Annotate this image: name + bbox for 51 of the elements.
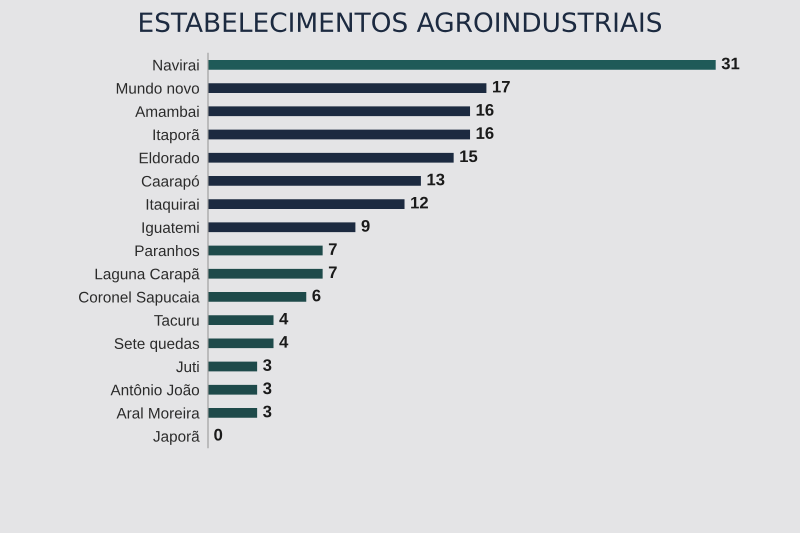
data-label: 3 (263, 406, 272, 418)
bar (208, 222, 356, 232)
y-tick-label: Juti (176, 360, 199, 372)
bar (208, 199, 405, 209)
y-tick-label: Paranhos (136, 244, 200, 256)
bar (208, 176, 421, 186)
bar (208, 362, 258, 372)
y-tick-label: Iguatemi (142, 222, 199, 236)
data-label: 6 (312, 290, 320, 302)
y-tick-label: Antônio João (110, 384, 200, 396)
bar (208, 292, 306, 302)
data-label: 0 (214, 428, 222, 441)
data-label: 7 (328, 243, 337, 255)
y-tick-label: Tacuru (154, 315, 199, 326)
y-tick-label: Itaquirai (146, 198, 199, 213)
y-tick-label: Aral Moreira (116, 407, 200, 419)
bar (208, 268, 323, 279)
bar (208, 152, 454, 163)
chart-title: ESTABELECIMENTOS AGROINDUSTRIAIS (140, 12, 662, 32)
bar (208, 83, 486, 93)
bar (208, 408, 258, 418)
bar (208, 106, 470, 116)
data-label: 12 (411, 196, 428, 208)
bar (208, 338, 274, 348)
data-label: 7 (328, 266, 337, 278)
data-label: 17 (493, 80, 510, 92)
bar (208, 315, 274, 325)
y-tick-label: Caarapó (142, 175, 200, 190)
y-tick-label: Sete quedas (114, 338, 200, 352)
bar (208, 246, 323, 256)
data-label: 16 (476, 127, 494, 139)
y-tick-label: Navirai (153, 59, 199, 71)
data-label: 3 (263, 382, 272, 394)
data-label: 16 (476, 104, 494, 116)
bar (208, 384, 258, 395)
y-tick-label: Laguna Carapã (96, 268, 200, 282)
bar (208, 60, 716, 70)
y-tick-label: Amambai (135, 106, 199, 117)
data-label: 4 (279, 336, 288, 348)
data-label: 3 (263, 359, 272, 372)
data-label: 15 (460, 150, 478, 162)
data-label: 13 (428, 174, 444, 186)
y-tick-label: Japorã (153, 430, 200, 445)
y-tick-label: Itaporã (154, 129, 200, 144)
data-label: 4 (279, 312, 288, 324)
data-label: 9 (362, 220, 370, 232)
y-tick-label: Coronel Sapucaia (78, 291, 200, 306)
bar (208, 130, 470, 140)
y-tick-label: Eldorado (140, 152, 200, 164)
data-label: 31 (722, 58, 740, 70)
y-tick-label: Mundo novo (116, 82, 200, 94)
